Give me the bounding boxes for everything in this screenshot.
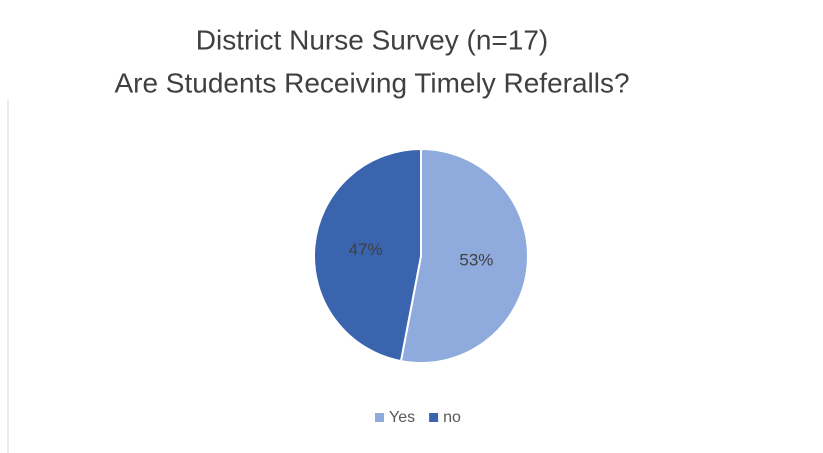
- pie-slice: [313, 147, 422, 363]
- chart-subtitle: Are Students Receiving Timely Referalls?: [114, 67, 629, 98]
- legend-label: Yes: [389, 409, 415, 426]
- data-label: 47%: [349, 240, 383, 259]
- legend-label: no: [443, 409, 461, 426]
- chart-title: District Nurse Survey (n=17): [196, 24, 548, 55]
- data-label: 53%: [459, 251, 493, 270]
- legend-swatch: [375, 413, 384, 422]
- legend-swatch: [429, 413, 439, 422]
- pie-slice: [399, 147, 529, 364]
